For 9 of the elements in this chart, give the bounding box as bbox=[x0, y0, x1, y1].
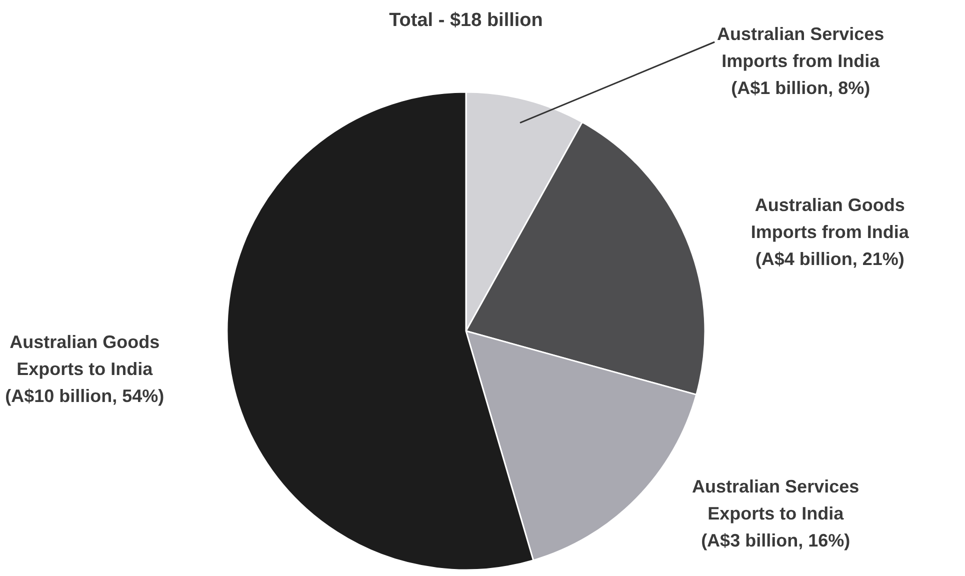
slice-label: Australian Services Imports from India bbox=[717, 24, 884, 71]
slice-label: Australian Goods Imports from India bbox=[750, 194, 910, 242]
data-label: (A$1 billion, 8%) bbox=[731, 78, 870, 98]
data-label: (A$4 billion, 21%) bbox=[755, 248, 904, 269]
chart-title: Total - $18 billion bbox=[389, 10, 543, 31]
data-label: (A$3 billion, 16%) bbox=[701, 530, 850, 551]
data-label: (A$10 billion, 54%) bbox=[5, 386, 164, 406]
slice-label: Australian Services Exports to India bbox=[692, 476, 860, 524]
slice-label: Australian Goods Exports to India bbox=[10, 332, 160, 379]
